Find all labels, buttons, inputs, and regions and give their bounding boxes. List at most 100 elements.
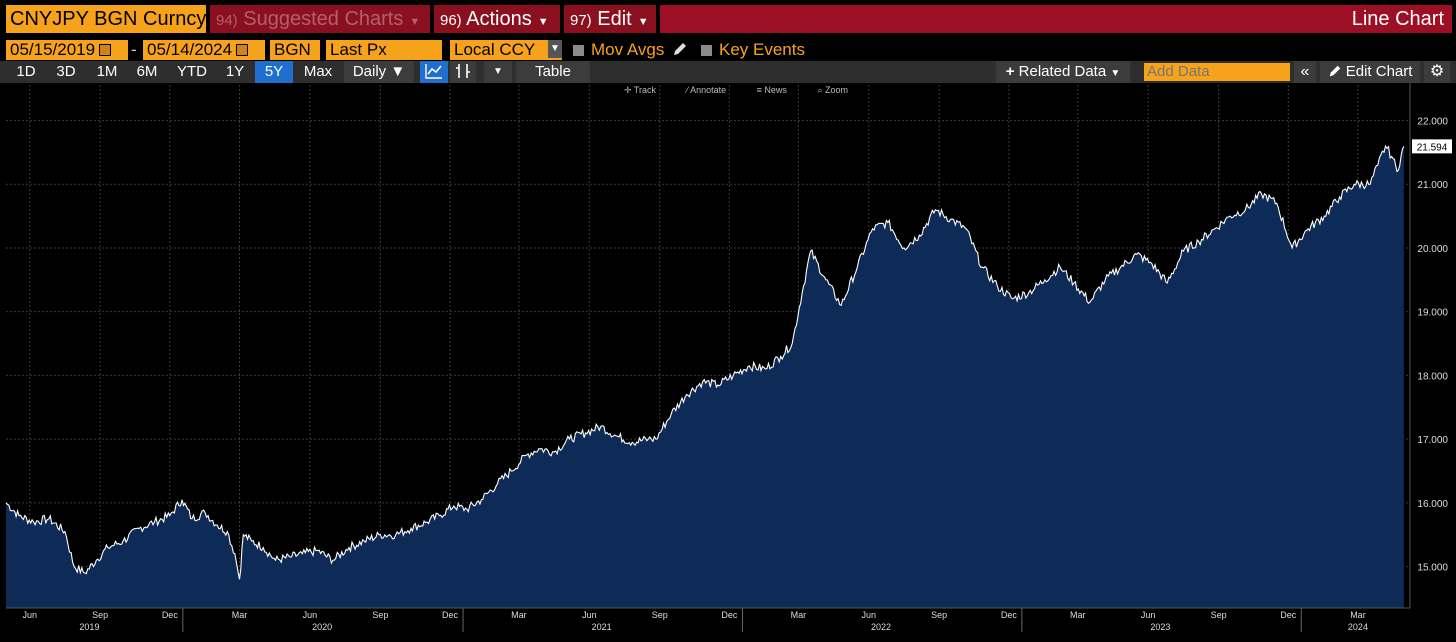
chart-type-title: Line Chart <box>660 5 1452 33</box>
year-label: 2021 <box>592 622 612 632</box>
caret-down-icon: ▼ <box>493 66 503 77</box>
title-bar: CNYJPY BGN Curncy 94) Suggested Charts ▼ … <box>0 0 1456 34</box>
x-tick-label: Jun <box>1141 610 1156 620</box>
edit-chart-button[interactable]: Edit Chart <box>1320 61 1420 83</box>
year-label: 2024 <box>1348 622 1368 632</box>
x-tick-label: Jun <box>862 610 877 620</box>
period-1y-button[interactable]: 1Y <box>225 63 245 80</box>
y-tick-label: 22.000 <box>1417 116 1448 127</box>
x-tick-label: Mar <box>1350 610 1366 620</box>
chevron-down-icon: ▼ <box>537 16 549 28</box>
toolbar: 1D 3D 1M 6M YTD 1Y 5Y Max Daily ▼ ▼ Tabl… <box>0 61 1456 83</box>
chart-subtools: ✛ Track ⁄ Annotate ≡ News ⌕ Zoom <box>624 85 876 96</box>
start-date-value: 05/15/2019 <box>10 40 96 59</box>
candlestick-button[interactable] <box>450 61 476 83</box>
related-data-dropdown[interactable]: + Related Data ▼ <box>996 61 1130 83</box>
x-tick-label: Dec <box>442 610 459 620</box>
selector-bar: 05/15/2019 - 05/14/2024 BGN Last Px Loca… <box>0 38 1456 62</box>
annotate-label: Annotate <box>690 85 727 95</box>
edit-number: 97) <box>570 12 592 29</box>
key-events-label: Key Events <box>719 40 805 59</box>
checkbox-icon[interactable] <box>701 45 712 56</box>
end-date-field[interactable]: 05/14/2024 <box>143 40 265 60</box>
y-tick-label: 16.000 <box>1417 499 1448 510</box>
year-label: 2019 <box>79 622 99 632</box>
x-tick-label: Mar <box>791 610 807 620</box>
edit-menu[interactable]: 97) Edit ▼ <box>564 5 656 33</box>
date-range-dash: - <box>131 40 137 59</box>
chevron-down-icon[interactable]: ▼ <box>548 40 562 58</box>
x-tick-label: Dec <box>1280 610 1297 620</box>
line-chart-button[interactable] <box>420 61 448 83</box>
track-tool[interactable]: ✛ Track <box>624 85 657 95</box>
annotate-tool[interactable]: ⁄ Annotate <box>686 85 727 95</box>
ticker-field[interactable]: CNYJPY BGN Curncy <box>6 5 206 33</box>
y-axis: 15.000 16.000 17.000 18.000 19.000 20.000 21.0… <box>1409 83 1448 608</box>
pencil-icon <box>1329 65 1340 77</box>
pencil-icon[interactable] <box>672 41 688 57</box>
checkbox-icon[interactable] <box>573 45 584 56</box>
suggested-charts-number: 94) <box>216 12 238 29</box>
line-chart-icon <box>425 64 442 79</box>
price-area <box>6 146 1404 608</box>
source-field[interactable]: BGN <box>270 40 320 60</box>
suggested-charts-menu[interactable]: 94) Suggested Charts ▼ <box>210 5 430 33</box>
last-value-box <box>1412 139 1452 154</box>
y-tick-label: 21.000 <box>1417 180 1448 191</box>
period-3d-button[interactable]: 3D <box>56 63 76 80</box>
calendar-icon[interactable] <box>236 44 249 56</box>
chart-style-dropdown[interactable]: ▼ <box>484 61 512 83</box>
plus-icon: + <box>1005 63 1015 80</box>
collapse-button[interactable]: « <box>1294 61 1316 83</box>
frequency-dropdown[interactable]: Daily ▼ <box>344 61 414 83</box>
caret-down-icon: ▼ <box>1110 68 1121 79</box>
calendar-icon[interactable] <box>99 44 112 56</box>
x-tick-label: Sep <box>1211 610 1227 620</box>
period-1m-button[interactable]: 1M <box>96 63 118 80</box>
field-selector[interactable]: Last Px <box>326 40 442 60</box>
period-6m-button[interactable]: 6M <box>136 63 158 80</box>
currency-selector[interactable]: Local CCY ▼ <box>450 40 562 60</box>
y-tick-label: 18.000 <box>1417 371 1448 382</box>
settings-button[interactable]: ⚙ <box>1424 61 1450 83</box>
mov-avgs-toggle[interactable]: Mov Avgs <box>573 40 688 60</box>
x-tick-label: Mar <box>232 610 248 620</box>
candlestick-icon <box>456 64 470 78</box>
chevron-down-icon: ▼ <box>409 16 421 28</box>
news-tool[interactable]: ≡ News <box>756 85 787 95</box>
edit-label: Edit <box>597 8 632 30</box>
gear-icon: ⚙ <box>1429 63 1445 80</box>
actions-menu[interactable]: 96) Actions ▼ <box>434 5 560 33</box>
x-tick-label: Dec <box>721 610 738 620</box>
price-chart[interactable]: 15.000 16.000 17.000 18.000 19.000 20.000 21.0… <box>0 83 1456 642</box>
period-5y-button[interactable]: 5Y <box>255 61 293 83</box>
news-label: News <box>764 85 787 95</box>
period-max-button[interactable]: Max <box>303 63 333 80</box>
x-tick-label: Jun <box>303 610 318 620</box>
actions-label: Actions <box>466 8 532 30</box>
add-data-input[interactable] <box>1144 63 1290 81</box>
double-chevron-left-icon: « <box>1300 63 1310 80</box>
related-data-label: Related Data <box>1018 63 1107 80</box>
caret-down-icon: ▼ <box>390 63 406 80</box>
year-label: 2023 <box>1150 622 1170 632</box>
edit-chart-label: Edit Chart <box>1345 63 1413 80</box>
last-value-marker: 21.594 <box>1412 139 1452 154</box>
x-tick-label: Jun <box>582 610 597 620</box>
period-1d-button[interactable]: 1D <box>16 63 36 80</box>
chevron-down-icon: ▼ <box>637 16 649 28</box>
x-tick-label: Jun <box>22 610 37 620</box>
period-ytd-button[interactable]: YTD <box>177 63 207 80</box>
y-tick-label: 20.000 <box>1417 244 1448 255</box>
table-button[interactable]: Table <box>516 61 590 83</box>
x-tick-label: Sep <box>652 610 668 620</box>
zoom-tool[interactable]: ⌕ Zoom <box>817 85 848 95</box>
x-tick-label: Mar <box>511 610 527 620</box>
x-tick-label: Mar <box>1070 610 1086 620</box>
x-tick-label: Dec <box>162 610 179 620</box>
year-label: 2022 <box>871 622 891 632</box>
key-events-toggle[interactable]: Key Events <box>701 40 805 60</box>
frequency-label: Daily <box>352 63 387 80</box>
start-date-field[interactable]: 05/15/2019 <box>6 40 128 60</box>
y-tick-label: 17.000 <box>1417 435 1448 446</box>
